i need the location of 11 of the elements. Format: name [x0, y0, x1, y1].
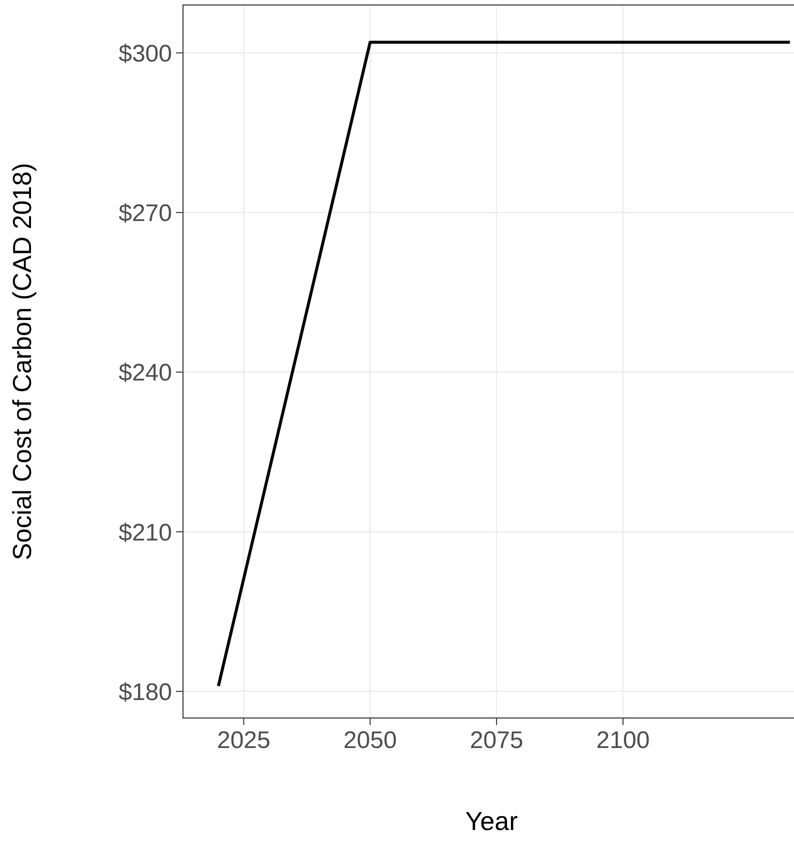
x-axis-title: Year — [465, 806, 518, 836]
y-tick-label: $300 — [118, 40, 172, 68]
y-tick-label: $210 — [118, 519, 172, 546]
x-tick-label: 2050 — [343, 727, 397, 754]
x-tick-label: 2100 — [596, 727, 650, 754]
y-tick-label: $180 — [118, 678, 172, 706]
x-tick-label: 2025 — [216, 727, 270, 754]
x-tick-label: 2075 — [470, 727, 524, 754]
y-tick-label: $270 — [118, 200, 172, 228]
y-tick-label: $240 — [118, 360, 172, 387]
y-axis-title: Social Cost of Carbon (CAD 2018) — [7, 162, 38, 560]
